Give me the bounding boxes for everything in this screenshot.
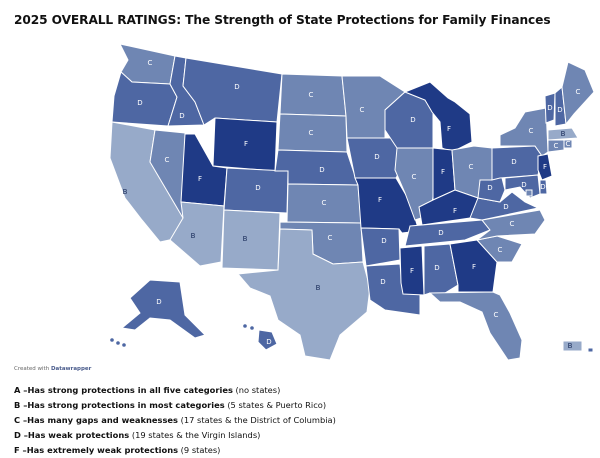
state-ct[interactable]: [547, 139, 565, 153]
legend-note: (17 states & the District of Columbia): [177, 415, 336, 425]
grade-label-ma: B: [561, 130, 566, 138]
state-fl[interactable]: [428, 291, 523, 361]
grade-label-ca: B: [123, 188, 128, 196]
state-mo[interactable]: [354, 177, 420, 234]
state-ma[interactable]: [547, 127, 579, 141]
grade-label-ri: C: [566, 140, 571, 148]
credit-prefix: Created with: [14, 366, 50, 372]
grade-label-mt: D: [234, 83, 239, 91]
state-vt[interactable]: [544, 92, 556, 124]
grade-label-pr: B: [568, 342, 573, 350]
grade-label-il: C: [412, 173, 417, 181]
legend-note: (no states): [232, 385, 281, 395]
state-vi[interactable]: [587, 347, 594, 353]
legend-item-c: C –Has many gaps and weaknesses (17 stat…: [14, 413, 336, 428]
grade-label-mn: C: [360, 106, 365, 114]
grade-label-pa: D: [511, 158, 516, 166]
island-dot: [122, 343, 126, 347]
grade-label-vt: D: [547, 104, 552, 112]
state-mi[interactable]: [403, 81, 473, 153]
state-hi[interactable]: [257, 329, 278, 351]
grade-label-ms: F: [410, 267, 414, 275]
legend-label: D –Has weak protections: [14, 430, 130, 440]
grade-label-nh: D: [557, 106, 562, 114]
grade-label-la: D: [380, 278, 385, 286]
state-tn[interactable]: [404, 219, 491, 247]
grade-label-ak: D: [156, 298, 161, 306]
grade-label-wa: C: [148, 59, 153, 67]
grade-label-wv: D: [487, 184, 492, 192]
legend-label: C –Has many gaps and weaknesses: [14, 415, 178, 425]
grade-label-co: D: [255, 184, 260, 192]
grade-label-ar: D: [381, 237, 386, 245]
grade-label-wi: D: [410, 116, 415, 124]
grade-label-me: C: [576, 88, 581, 96]
grade-label-tx: B: [316, 284, 321, 292]
grade-label-sd: C: [309, 129, 314, 137]
legend-label: F –Has extremely weak protections: [14, 445, 179, 455]
grade-label-mo: F: [378, 196, 382, 204]
grade-label-nm: B: [243, 235, 248, 243]
grade-label-tn: D: [438, 229, 443, 237]
grade-label-oh: C: [469, 163, 474, 171]
island-dot: [116, 341, 120, 345]
grade-label-sc: C: [498, 246, 503, 254]
grade-label-mi: F: [447, 125, 451, 133]
legend-note: (9 states): [178, 445, 221, 455]
state-ms[interactable]: [399, 245, 425, 296]
grade-label-ks: C: [322, 199, 327, 207]
grade-label-id: D: [179, 112, 184, 120]
legend: A –Has strong protections in all five ca…: [14, 383, 336, 458]
grade-label-nv: C: [165, 156, 170, 164]
grade-label-hi: D: [266, 338, 271, 346]
grade-label-ct: C: [554, 142, 559, 150]
grade-label-az: B: [191, 232, 196, 240]
credit-brand-link[interactable]: Datawrapper: [50, 366, 92, 372]
state-tx[interactable]: [236, 228, 371, 361]
grade-label-va: D: [503, 203, 508, 211]
legend-item-a: A –Has strong protections in all five ca…: [14, 383, 336, 398]
grade-label-ia: D: [374, 153, 379, 161]
state-dc[interactable]: [525, 189, 533, 197]
legend-item-d: D –Has weak protections (19 states & the…: [14, 428, 336, 443]
legend-note: (5 states & Puerto Rico): [224, 400, 327, 410]
grade-label-ga: F: [472, 263, 476, 271]
grade-label-in: F: [441, 168, 445, 176]
grade-label-nd: C: [309, 91, 314, 99]
grade-label-al: D: [434, 264, 439, 272]
legend-label: A –Has strong protections in all five ca…: [14, 385, 233, 395]
grade-label-ne: D: [319, 166, 324, 174]
legend-item-f: F –Has extremely weak protections (9 sta…: [14, 443, 336, 458]
state-ak[interactable]: [120, 279, 206, 339]
state-va[interactable]: [469, 191, 540, 221]
island-dot: [250, 326, 254, 330]
grade-label-nj: F: [543, 163, 547, 171]
grade-label-wy: F: [244, 140, 248, 148]
legend-note: (19 states & the Virgin Islands): [129, 430, 261, 440]
state-nm[interactable]: [221, 209, 281, 271]
grade-label-de: D: [540, 183, 545, 191]
island-dot: [243, 324, 247, 328]
state-pr[interactable]: [562, 340, 583, 352]
grade-label-ut: F: [198, 175, 202, 183]
island-dot: [110, 338, 114, 342]
grade-label-md: D: [521, 181, 526, 189]
grade-label-or: D: [137, 99, 142, 107]
grade-label-ny: C: [529, 127, 534, 135]
grade-label-ky: F: [453, 207, 457, 215]
state-nc[interactable]: [476, 209, 546, 241]
datawrapper-credit: Created with Datawrapper: [14, 366, 91, 372]
page-title: 2025 OVERALL RATINGS: The Strength of St…: [14, 13, 551, 27]
grade-label-nc: C: [510, 220, 515, 228]
legend-label: B –Has strong protections in most catego…: [14, 400, 225, 410]
state-ar[interactable]: [360, 227, 401, 267]
state-nj[interactable]: [537, 153, 553, 181]
state-me[interactable]: [561, 61, 595, 126]
grade-label-ok: C: [328, 234, 333, 242]
legend-item-b: B –Has strong protections in most catego…: [14, 398, 336, 413]
grade-label-fl: C: [494, 311, 499, 319]
